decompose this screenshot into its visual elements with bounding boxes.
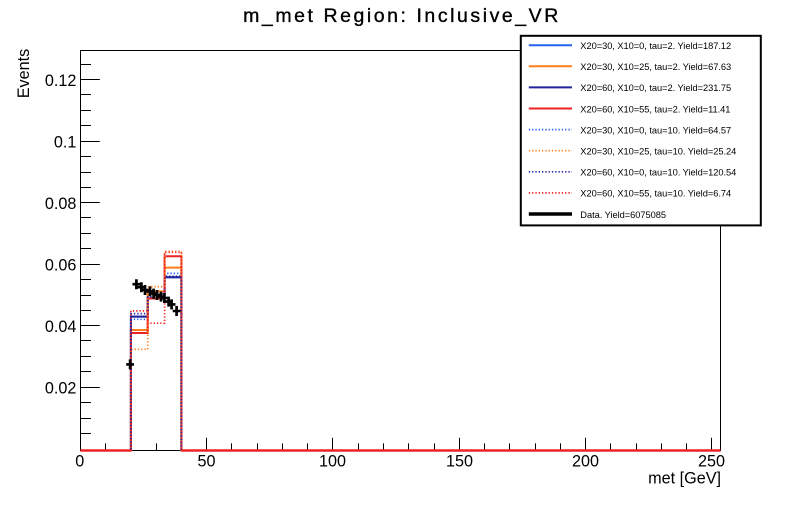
svg-text:0.1: 0.1 bbox=[54, 134, 77, 152]
svg-text:X20=30, X10=25, tau=10. Yield=: X20=30, X10=25, tau=10. Yield=25.24 bbox=[580, 147, 736, 157]
svg-text:150: 150 bbox=[446, 453, 473, 471]
svg-text:met [GeV]: met [GeV] bbox=[648, 470, 721, 488]
svg-text:0.02: 0.02 bbox=[45, 380, 77, 398]
svg-text:0.12: 0.12 bbox=[45, 72, 77, 90]
svg-text:250: 250 bbox=[698, 453, 725, 471]
svg-text:Data. Yield=6075085: Data. Yield=6075085 bbox=[580, 210, 666, 220]
svg-text:0.06: 0.06 bbox=[45, 257, 77, 275]
svg-text:X20=30, X10=0, tau=10. Yield=6: X20=30, X10=0, tau=10. Yield=64.57 bbox=[580, 125, 731, 135]
svg-text:X20=60, X10=55, tau=2. Yield=1: X20=60, X10=55, tau=2. Yield=11.41 bbox=[580, 104, 730, 114]
svg-text:100: 100 bbox=[319, 453, 346, 471]
svg-text:X20=30, X10=0, tau=2. Yield=18: X20=30, X10=0, tau=2. Yield=187.12 bbox=[580, 41, 731, 51]
svg-text:0: 0 bbox=[75, 453, 84, 471]
svg-text:0.08: 0.08 bbox=[45, 195, 77, 213]
svg-text:50: 50 bbox=[197, 453, 215, 471]
svg-text:m_met Region: Inclusive_VR: m_met Region: Inclusive_VR bbox=[243, 5, 561, 27]
svg-text:200: 200 bbox=[572, 453, 599, 471]
svg-text:X20=60, X10=55, tau=10. Yield=: X20=60, X10=55, tau=10. Yield=6.74 bbox=[580, 189, 731, 199]
svg-text:X20=30, X10=25, tau=2. Yield=6: X20=30, X10=25, tau=2. Yield=67.63 bbox=[580, 62, 731, 72]
svg-text:X20=60, X10=0, tau=2. Yield=23: X20=60, X10=0, tau=2. Yield=231.75 bbox=[580, 83, 731, 93]
svg-text:0.04: 0.04 bbox=[45, 318, 77, 336]
svg-text:Events: Events bbox=[15, 49, 33, 99]
svg-text:X20=60, X10=0, tau=10. Yield=1: X20=60, X10=0, tau=10. Yield=120.54 bbox=[580, 168, 736, 178]
